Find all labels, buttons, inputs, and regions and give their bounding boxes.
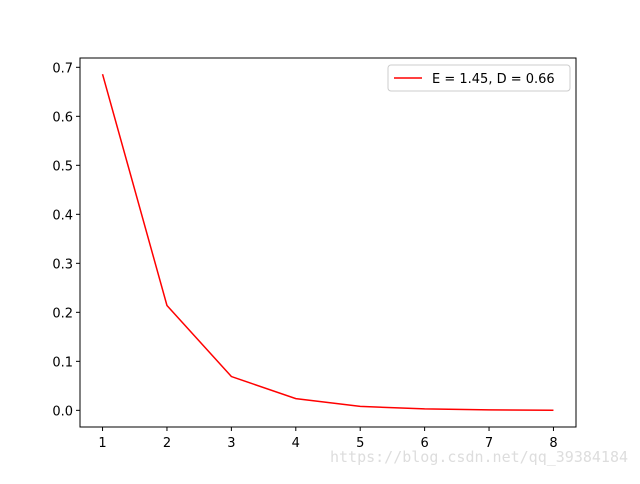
x-tick-label: 8: [549, 436, 557, 451]
x-tick-label: 1: [98, 436, 106, 451]
x-tick-label: 7: [485, 436, 493, 451]
y-tick-label: 0.3: [52, 257, 73, 272]
y-tick-label: 0.0: [52, 404, 73, 419]
y-tick-label: 0.6: [52, 110, 73, 125]
y-tick-label: 0.4: [52, 208, 73, 223]
legend-label: E = 1.45, D = 0.66: [432, 72, 555, 87]
x-tick-label: 4: [292, 436, 300, 451]
axes-frame: [79, 57, 577, 428]
x-tick-label: 3: [227, 436, 235, 451]
x-tick-label: 6: [420, 436, 428, 451]
y-tick-label: 0.1: [52, 355, 73, 370]
x-tick-label: 2: [163, 436, 171, 451]
y-tick-label: 0.7: [52, 61, 73, 76]
legend-box: [387, 64, 571, 92]
y-tick-label: 0.5: [52, 159, 73, 174]
watermark: https://blog.csdn.net/qq_39384184: [330, 448, 628, 466]
data-line: [101, 73, 554, 411]
y-tick-label: 0.2: [52, 306, 73, 321]
x-tick-label: 5: [356, 436, 364, 451]
